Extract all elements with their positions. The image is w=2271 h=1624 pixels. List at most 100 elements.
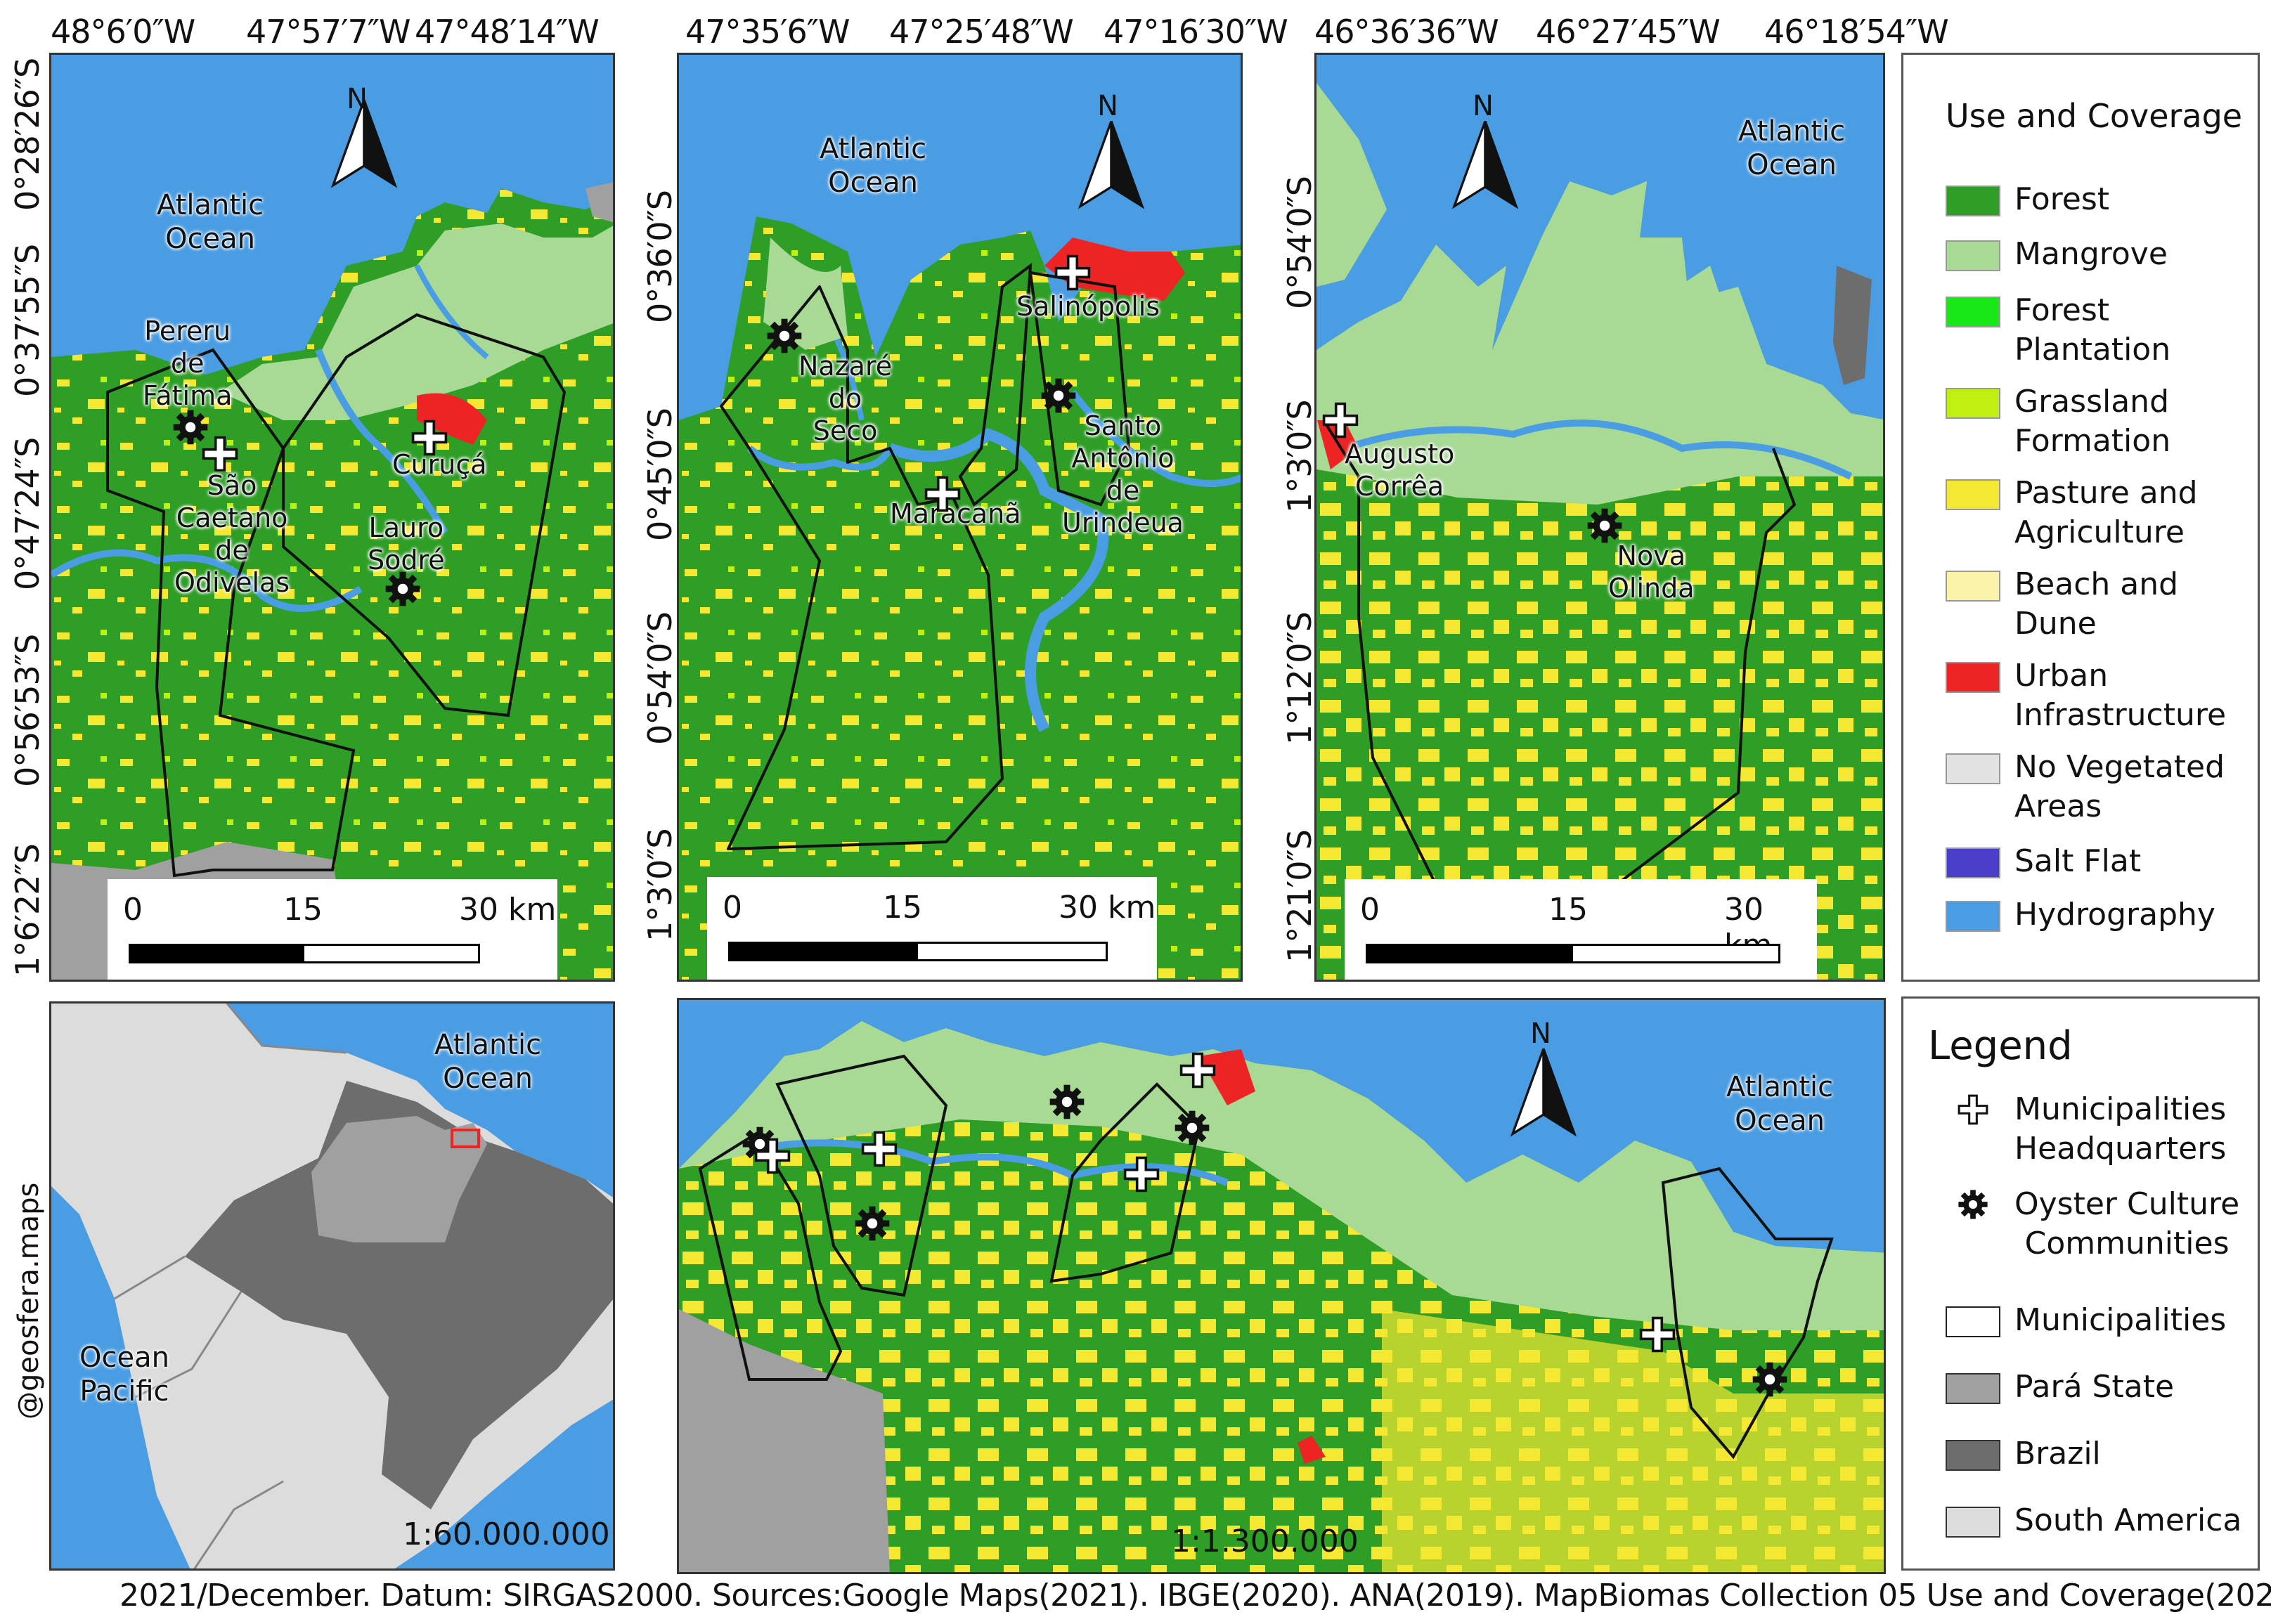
scale-tick-0: 0 (123, 892, 143, 928)
p2-coord-top-3: 47°16′30″W (1104, 13, 1288, 51)
use-coverage-legend: Use and Coverage Forest Mangrove Forest … (1901, 53, 2260, 982)
legend-item-mangrove: Mangrove (1946, 235, 2168, 274)
oyster-marker-icon (765, 317, 803, 355)
p3-place-nova-olinda: Nova Olinda (1608, 540, 1695, 604)
pasture-swatch (1946, 479, 2000, 510)
p1-coord-left-2: 0°37′55″S (8, 244, 46, 397)
gear-icon (1958, 1190, 1988, 1219)
legend-label: Municipalities (2014, 1302, 2227, 1338)
para-state-swatch (1946, 1373, 2000, 1404)
headquarters-marker-icon (1122, 1155, 1160, 1193)
headquarters-marker-icon (1054, 254, 1092, 292)
p1-place-curuca: Curuçá (392, 449, 487, 480)
headquarters-marker-icon (753, 1137, 791, 1175)
headquarters-marker-icon (1179, 1051, 1217, 1089)
mangrove-swatch (1946, 240, 2000, 271)
legend-item-beach: Beach and Dune (1946, 565, 2178, 644)
legend-title: Legend (1928, 1023, 2073, 1069)
symbol-legend: Legend Municipalities Headquarters Oyste… (1901, 996, 2260, 1571)
p3-place-augusto-correa: Augusto Corrêa (1345, 439, 1455, 502)
p1-coord-left-4: 0°56′53″S (8, 634, 46, 787)
legend-item-urban: Urban Infrastructure (1946, 656, 2226, 735)
legend-label: Forest Plantation (2014, 292, 2171, 368)
p1-place-pereru: Pereru de Fátima (143, 316, 233, 411)
legend-item-brazil: Brazil (1946, 1434, 2101, 1474)
p3-ocean-label: Atlantic Ocean (1738, 115, 1846, 181)
p1-place-lauro-sodre: Lauro Sodré (368, 512, 445, 576)
map-panel-locator: Atlantic Ocean Ocean Pacific 1:60.000.00… (49, 1001, 615, 1571)
locator-atlantic-label: Atlantic Ocean (434, 1029, 542, 1095)
oyster-marker-icon (1048, 1083, 1086, 1121)
forest-plantation-swatch (1946, 297, 2000, 327)
locator-pacific-label: Ocean Pacific (79, 1342, 169, 1408)
headquarters-marker-icon (1321, 401, 1359, 439)
legend-label: No Vegetated Areas (2014, 749, 2225, 824)
overview-ocean-label: Atlantic Ocean (1726, 1071, 1834, 1137)
locator-scale-ratio: 1:60.000.000 (403, 1516, 610, 1552)
p2-place-santo-antonio: Santo Antônio de Urindeua (1062, 410, 1184, 538)
legend-label: Urban Infrastructure (2014, 658, 2227, 733)
urban-swatch (1946, 662, 2000, 693)
oyster-marker-icon (1586, 507, 1624, 545)
scale-tick-15: 15 (883, 890, 922, 925)
scale-bar-graphic (728, 942, 1108, 961)
legend-label: Oyster Culture Communities (2014, 1186, 2240, 1261)
legend-item-south-america: South America (1946, 1501, 2241, 1540)
p3-coord-left-4: 1°21′0″S (1281, 830, 1319, 963)
legend-item-oyster: Oyster Culture Communities (1946, 1185, 2239, 1264)
p2-coord-left-1: 0°36′0″S (641, 190, 679, 323)
cross-icon (1958, 1094, 1988, 1125)
p1-place-sao-caetano: São Caetano de Odivelas (174, 470, 290, 598)
legend-label: South America (2014, 1502, 2242, 1538)
legend-item-salt-flat: Salt Flat (1946, 842, 2141, 881)
p3-scale-bar: 0 15 30 km (1345, 879, 1817, 980)
p2-place-nazare: Nazaré do Seco (798, 351, 893, 446)
p3-coord-left-3: 1°12′0″S (1281, 612, 1319, 745)
grassland-swatch (1946, 388, 2000, 419)
p1-coord-top-2: 47°57′7″W (246, 13, 410, 51)
p1-coord-top-3: 47°48′14″W (415, 13, 600, 51)
headquarters-marker-icon (924, 475, 962, 513)
overview-scale-ratio: 1:1.300.000 (1171, 1524, 1359, 1559)
p1-ocean-label: Atlantic Ocean (157, 189, 264, 255)
p2-ocean-label: Atlantic Ocean (820, 133, 927, 199)
hydrography-swatch (1946, 901, 2000, 932)
p3-coord-left-1: 0°54′0″S (1281, 176, 1319, 309)
municipalities-swatch (1946, 1306, 2000, 1337)
scale-tick-15: 15 (1548, 892, 1588, 928)
legend-item-headquarters: Municipalities Headquarters (1946, 1090, 2226, 1169)
brazil-swatch (1946, 1440, 2000, 1471)
p2-coord-top-1: 47°35′6″W (685, 13, 850, 51)
scale-tick-0: 0 (723, 890, 742, 925)
forest-swatch (1946, 186, 2000, 216)
salt-flat-swatch (1946, 847, 2000, 878)
legend-label: Beach and Dune (2014, 566, 2179, 642)
p3-coord-top-3: 46°18′54″W (1764, 13, 1949, 51)
legend-label: Municipalities Headquarters (2014, 1091, 2227, 1167)
legend-item-pasture: Pasture and Agriculture (1946, 474, 2198, 552)
scale-bar-graphic (129, 944, 480, 963)
p3-coord-left-2: 1°3′0″S (1281, 400, 1319, 513)
oyster-marker-icon (1751, 1360, 1789, 1398)
south-america-swatch (1946, 1507, 2000, 1538)
legend-item-hydrography: Hydrography (1946, 895, 2215, 935)
p2-coord-left-3: 0°54′0″S (641, 612, 679, 745)
p3-coord-top-2: 46°27′45″W (1536, 13, 1721, 51)
p3-coord-top-1: 46°36′36″W (1314, 13, 1499, 51)
north-label: N (347, 83, 368, 115)
map-panel-1: N Atlantic Ocean Pereru de Fátima São Ca… (49, 53, 615, 982)
legend-label: Salt Flat (2014, 843, 2142, 879)
headquarters-marker-icon (860, 1130, 898, 1168)
p2-coord-left-4: 1°3′0″S (641, 829, 679, 942)
p2-scale-bar: 0 15 30 km (707, 877, 1157, 980)
legend-label: Grassland Formation (2014, 384, 2171, 459)
p2-place-salinopolis: Salinópolis (1016, 291, 1160, 322)
legend-item-para-state: Pará State (1946, 1368, 2174, 1407)
beach-swatch (1946, 571, 2000, 602)
map-panel-overview: N Atlantic Ocean 1:1.300.000 (677, 998, 1886, 1574)
legend-label: Hydrography (2014, 897, 2215, 933)
p1-coord-left-5: 1°6′22″S (8, 844, 46, 977)
north-arrow-icon (1447, 111, 1524, 216)
headquarters-marker-icon (410, 419, 448, 457)
scale-tick-15: 15 (283, 892, 323, 928)
